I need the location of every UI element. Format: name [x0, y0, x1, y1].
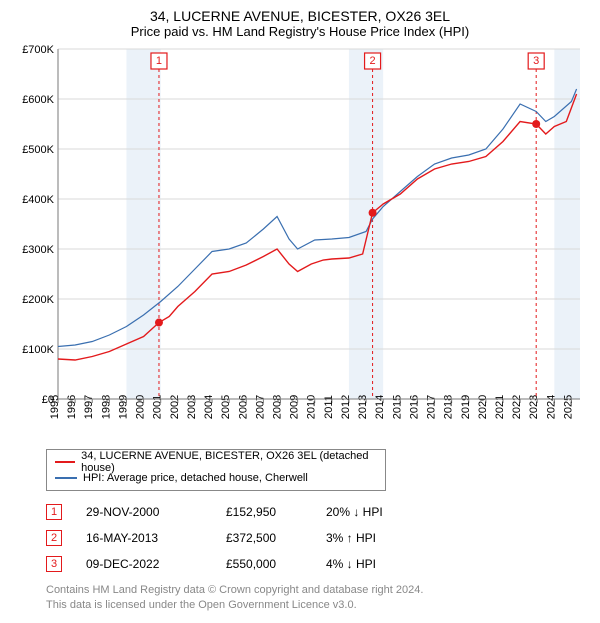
svg-text:2005: 2005 [220, 395, 232, 419]
svg-text:1997: 1997 [83, 395, 95, 419]
event-diff: 4% ↓ HPI [326, 557, 376, 571]
svg-text:£500K: £500K [22, 144, 54, 156]
svg-text:2025: 2025 [562, 395, 574, 419]
svg-text:3: 3 [533, 55, 539, 67]
svg-text:2023: 2023 [528, 395, 540, 419]
svg-text:2022: 2022 [511, 395, 523, 419]
legend-swatch [55, 461, 75, 463]
event-marker: 1 [46, 504, 62, 520]
svg-text:£400K: £400K [22, 194, 54, 206]
svg-text:2010: 2010 [306, 395, 318, 419]
svg-text:2020: 2020 [477, 395, 489, 419]
svg-text:2003: 2003 [186, 395, 198, 419]
svg-text:2014: 2014 [374, 395, 386, 419]
svg-text:1998: 1998 [100, 395, 112, 419]
event-diff: 20% ↓ HPI [326, 505, 383, 519]
subtitle: Price paid vs. HM Land Registry's House … [10, 24, 590, 39]
svg-text:2002: 2002 [169, 395, 181, 419]
legend-label: HPI: Average price, detached house, Cher… [83, 472, 308, 484]
legend-item: 34, LUCERNE AVENUE, BICESTER, OX26 3EL (… [55, 454, 377, 470]
svg-text:2021: 2021 [494, 395, 506, 419]
svg-text:£200K: £200K [22, 294, 54, 306]
svg-text:2013: 2013 [357, 395, 369, 419]
events-table: 1 29-NOV-2000 £152,950 20% ↓ HPI 2 16-MA… [46, 499, 590, 577]
svg-text:2017: 2017 [426, 395, 438, 419]
svg-text:£700K: £700K [22, 44, 54, 56]
event-row: 2 16-MAY-2013 £372,500 3% ↑ HPI [46, 525, 590, 551]
svg-text:2007: 2007 [254, 395, 266, 419]
event-price: £152,950 [226, 505, 326, 519]
footer-line: Contains HM Land Registry data © Crown c… [46, 583, 590, 598]
legend-swatch [55, 477, 77, 479]
legend: 34, LUCERNE AVENUE, BICESTER, OX26 3EL (… [46, 449, 386, 491]
svg-text:2008: 2008 [271, 395, 283, 419]
svg-text:2015: 2015 [391, 395, 403, 419]
svg-text:£100K: £100K [22, 344, 54, 356]
svg-text:2006: 2006 [237, 395, 249, 419]
legend-label: 34, LUCERNE AVENUE, BICESTER, OX26 3EL (… [81, 450, 377, 474]
svg-text:1: 1 [156, 55, 162, 67]
svg-text:1996: 1996 [66, 395, 78, 419]
footer: Contains HM Land Registry data © Crown c… [46, 583, 590, 613]
svg-text:2012: 2012 [340, 395, 352, 419]
event-date: 29-NOV-2000 [86, 505, 226, 519]
svg-text:2001: 2001 [152, 395, 164, 419]
event-marker: 3 [46, 556, 62, 572]
svg-text:2024: 2024 [545, 395, 557, 419]
event-diff: 3% ↑ HPI [326, 531, 376, 545]
svg-text:2016: 2016 [408, 395, 420, 419]
title: 34, LUCERNE AVENUE, BICESTER, OX26 3EL [10, 8, 590, 24]
event-price: £550,000 [226, 557, 326, 571]
event-marker: 2 [46, 530, 62, 546]
event-row: 1 29-NOV-2000 £152,950 20% ↓ HPI [46, 499, 590, 525]
chart-area: £0£100K£200K£300K£400K£500K£600K£700K199… [10, 43, 590, 443]
svg-text:2018: 2018 [443, 395, 455, 419]
svg-text:£600K: £600K [22, 94, 54, 106]
svg-text:£300K: £300K [22, 244, 54, 256]
svg-text:1999: 1999 [117, 395, 129, 419]
svg-text:2019: 2019 [460, 395, 472, 419]
chart-container: 34, LUCERNE AVENUE, BICESTER, OX26 3EL P… [0, 0, 600, 623]
event-date: 09-DEC-2022 [86, 557, 226, 571]
event-date: 16-MAY-2013 [86, 531, 226, 545]
svg-text:2004: 2004 [203, 395, 215, 419]
event-row: 3 09-DEC-2022 £550,000 4% ↓ HPI [46, 551, 590, 577]
svg-text:1995: 1995 [49, 395, 61, 419]
svg-text:2009: 2009 [289, 395, 301, 419]
svg-text:2000: 2000 [135, 395, 147, 419]
svg-text:2: 2 [370, 55, 376, 67]
event-price: £372,500 [226, 531, 326, 545]
footer-line: This data is licensed under the Open Gov… [46, 598, 590, 613]
